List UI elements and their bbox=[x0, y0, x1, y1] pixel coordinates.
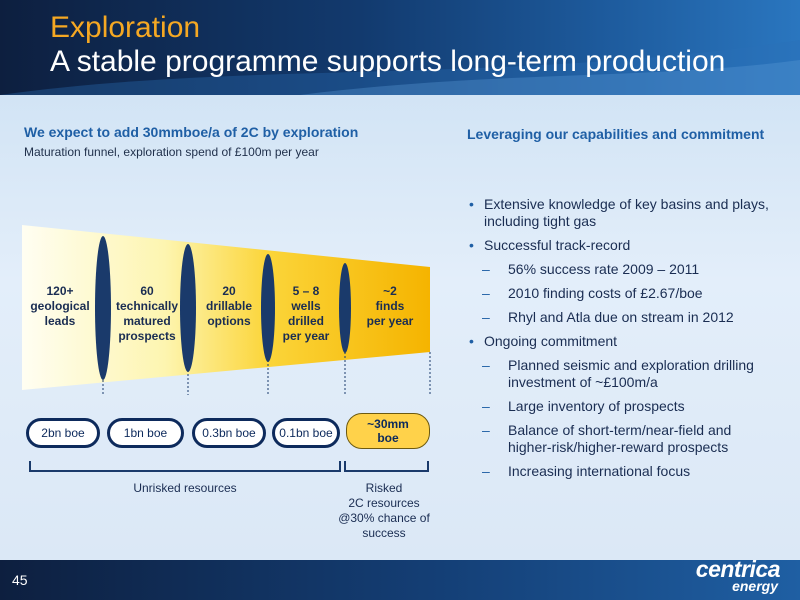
resource-pill-prospects: 1bn boe bbox=[107, 418, 184, 448]
page-number: 45 bbox=[12, 572, 28, 588]
maturation-funnel bbox=[22, 225, 431, 395]
risked-caption-line-3: @30% chance of bbox=[338, 511, 430, 525]
funnel-heading: We expect to add 30mmboe/a of 2C by expl… bbox=[24, 124, 359, 140]
stage-options-line-2: drillable bbox=[205, 299, 252, 313]
funnel-subheading: Maturation funnel, exploration spend of … bbox=[24, 145, 319, 159]
sub-bullet-marker: – bbox=[482, 285, 490, 301]
logo-subbrand: energy bbox=[732, 578, 778, 594]
stage-finds-line-3: per year bbox=[366, 314, 414, 328]
logo-wordmark: centrica bbox=[695, 556, 781, 582]
stage-options-line-3: options bbox=[207, 314, 251, 328]
stage-leads-line-2: geological bbox=[30, 299, 90, 313]
sub-bullet-text: Rhyl and Atla due on stream in 2012 bbox=[508, 309, 734, 325]
resource-pill-options: 0.3bn boe bbox=[192, 418, 266, 448]
sub-bullet-item: – Large inventory of prospects bbox=[467, 398, 777, 415]
slide-header: Exploration A stable programme supports … bbox=[0, 0, 800, 95]
stage-prospects-count: 60 bbox=[140, 284, 154, 298]
sub-bullet-item: – 56% success rate 2009 – 2011 bbox=[467, 261, 777, 278]
stage-wells-line-3: drilled bbox=[287, 314, 324, 328]
sub-bullet-item: – Planned seismic and exploration drillin… bbox=[467, 357, 777, 391]
stage-options-count: 20 bbox=[222, 284, 236, 298]
stage-prospects-line-2: technically bbox=[115, 299, 179, 313]
funnel-divider-3 bbox=[261, 254, 275, 362]
sub-bullet-text: 56% success rate 2009 – 2011 bbox=[508, 261, 700, 277]
stage-leads: 120+ geological leads bbox=[22, 284, 98, 329]
bullet-item: • Extensive knowledge of key basins and p… bbox=[467, 196, 777, 230]
stage-wells-line-2: wells bbox=[291, 299, 321, 313]
bullet-item: • Ongoing commitment bbox=[467, 333, 777, 350]
sub-bullet-marker: – bbox=[482, 357, 490, 373]
risked-caption-line-4: success bbox=[362, 526, 406, 540]
slide-subtitle: A stable programme supports long-term pr… bbox=[50, 45, 726, 78]
bullet-marker: • bbox=[469, 333, 474, 349]
header-swoosh-decoration bbox=[0, 40, 800, 95]
funnel-shape bbox=[22, 225, 430, 390]
sub-bullet-marker: – bbox=[482, 261, 490, 277]
sub-bullet-marker: – bbox=[482, 422, 490, 438]
unrisked-caption: Unrisked resources bbox=[133, 481, 237, 495]
unrisked-bracket bbox=[29, 461, 341, 472]
stage-finds-count: ~2 bbox=[383, 284, 397, 298]
sub-bullet-text: Increasing international focus bbox=[508, 463, 691, 479]
capabilities-bullet-list: • Extensive knowledge of key basins and p… bbox=[467, 196, 777, 487]
stage-options: 20 drillable options bbox=[194, 284, 264, 329]
bullet-item: • Successful track-record bbox=[467, 237, 777, 254]
bullet-marker: • bbox=[469, 196, 474, 212]
centrica-energy-logo: centrica energy bbox=[668, 556, 781, 596]
stage-finds: ~2 finds per year bbox=[352, 284, 428, 329]
stage-wells-count: 5 – 8 bbox=[292, 284, 320, 298]
risked-caption-line-2: 2C resources bbox=[348, 496, 420, 510]
funnel-divider-2 bbox=[180, 244, 196, 372]
slide-footer bbox=[0, 560, 800, 600]
funnel-divider-1 bbox=[95, 236, 111, 380]
sub-bullet-text: Large inventory of prospects bbox=[508, 398, 685, 414]
sub-bullet-text: Planned seismic and exploration drilling… bbox=[508, 357, 754, 390]
sub-bullet-item: – Balance of short-term/near-field and hi… bbox=[467, 422, 777, 456]
sub-bullet-text: 2010 finding costs of £2.67/boe bbox=[508, 285, 703, 301]
risked-unit: boe bbox=[377, 431, 399, 445]
risked-caption: Risked 2C resources @30% chance of succe… bbox=[322, 481, 446, 541]
bullet-text: Extensive knowledge of key basins and pl… bbox=[484, 196, 769, 229]
bullet-text: Successful track-record bbox=[484, 237, 631, 253]
resource-pill-wells: 0.1bn boe bbox=[272, 418, 340, 448]
sub-bullet-marker: – bbox=[482, 309, 490, 325]
risked-bracket bbox=[344, 461, 429, 472]
slide-title: Exploration bbox=[50, 11, 201, 44]
sub-bullet-marker: – bbox=[482, 398, 490, 414]
sub-bullet-marker: – bbox=[482, 463, 490, 479]
stage-prospects-line-4: prospects bbox=[118, 329, 176, 343]
sub-bullet-item: – 2010 finding costs of £2.67/boe bbox=[467, 285, 777, 302]
bullet-marker: • bbox=[469, 237, 474, 253]
stage-finds-line-2: finds bbox=[375, 299, 405, 313]
sub-bullet-text: Balance of short-term/near-field and hig… bbox=[508, 422, 732, 455]
stage-leads-count: 120+ bbox=[46, 284, 74, 298]
risked-caption-line-1: Risked bbox=[365, 481, 403, 495]
capabilities-heading: Leveraging our capabilities and commitme… bbox=[467, 126, 765, 142]
sub-bullet-item: – Increasing international focus bbox=[467, 463, 777, 480]
resource-pill-leads: 2bn boe bbox=[26, 418, 100, 448]
stage-leads-line-3: leads bbox=[44, 314, 76, 328]
stage-wells: 5 – 8 wells drilled per year bbox=[271, 284, 341, 344]
risked-value: ~30mm bbox=[367, 417, 409, 431]
stage-prospects-line-3: matured bbox=[123, 314, 171, 328]
stage-wells-line-4: per year bbox=[282, 329, 330, 343]
resource-brackets bbox=[29, 461, 429, 472]
bullet-text: Ongoing commitment bbox=[484, 333, 618, 349]
resource-pill-risked: ~30mm boe bbox=[346, 413, 430, 449]
funnel-divider-4 bbox=[339, 263, 351, 353]
sub-bullet-item: – Rhyl and Atla due on stream in 2012 bbox=[467, 309, 777, 326]
stage-prospects: 60 technically matured prospects bbox=[108, 284, 186, 344]
